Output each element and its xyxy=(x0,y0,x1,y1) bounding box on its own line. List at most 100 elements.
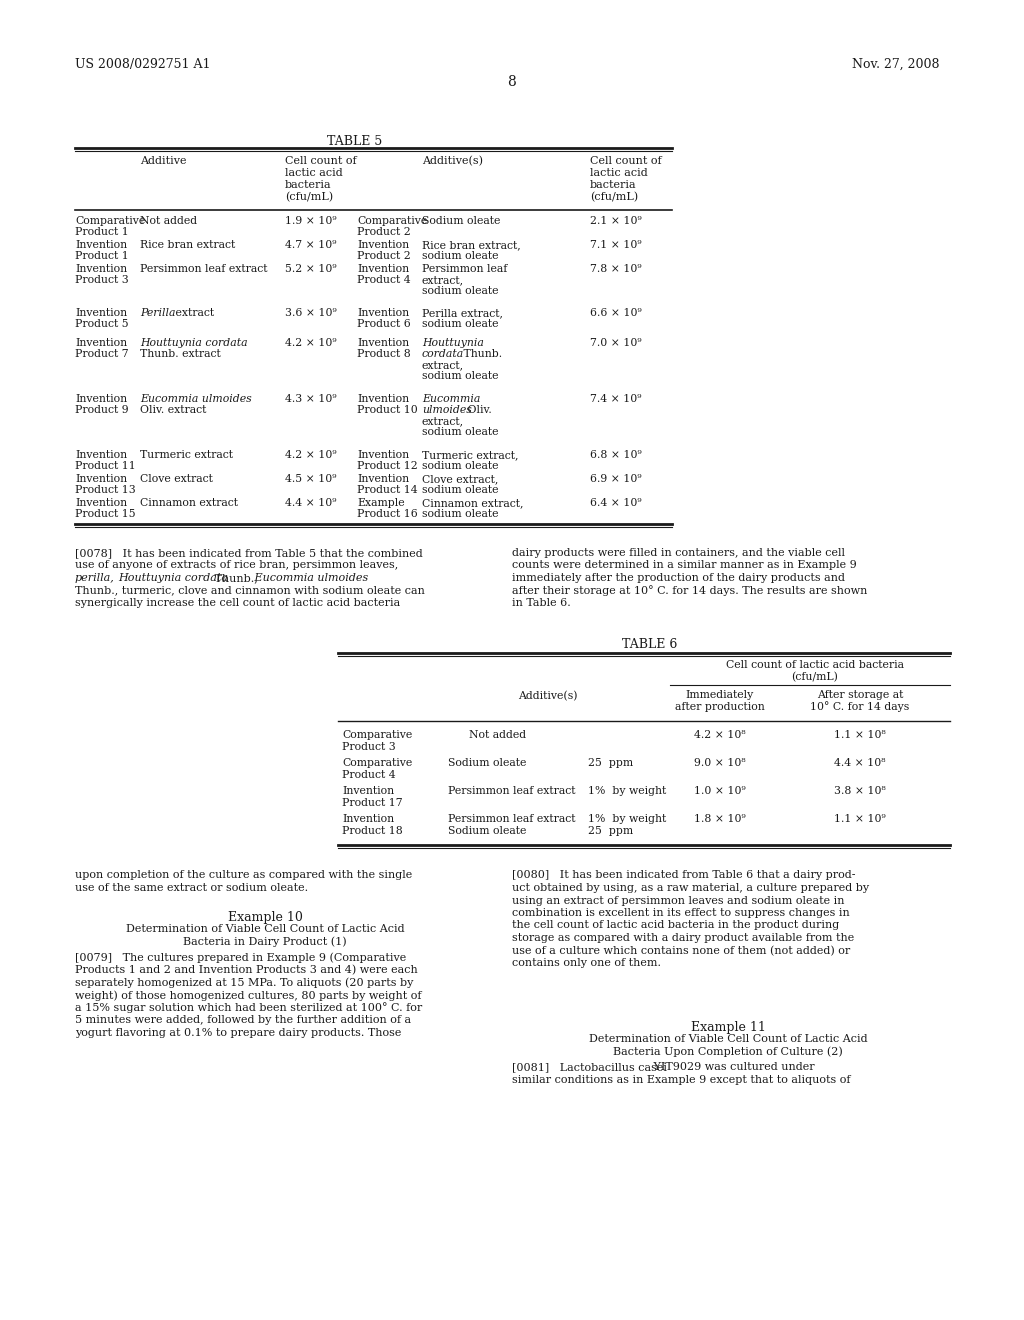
Text: sodium oleate: sodium oleate xyxy=(422,371,499,381)
Text: Oliv. extract: Oliv. extract xyxy=(140,405,207,414)
Text: Invention: Invention xyxy=(75,450,127,459)
Text: after their storage at 10° C. for 14 days. The results are shown: after their storage at 10° C. for 14 day… xyxy=(512,586,867,597)
Text: Clove extract: Clove extract xyxy=(140,474,213,484)
Text: similar conditions as in Example 9 except that to aliquots of: similar conditions as in Example 9 excep… xyxy=(512,1074,851,1085)
Text: Sodium oleate: Sodium oleate xyxy=(449,759,526,768)
Text: Persimmon leaf extract: Persimmon leaf extract xyxy=(449,814,575,825)
Text: ulmoides: ulmoides xyxy=(422,405,472,414)
Text: (cfu/mL): (cfu/mL) xyxy=(590,191,638,202)
Text: 7.0 × 10⁹: 7.0 × 10⁹ xyxy=(590,338,642,348)
Text: Product 15: Product 15 xyxy=(75,510,135,519)
Text: 6.9 × 10⁹: 6.9 × 10⁹ xyxy=(590,474,642,484)
Text: synergically increase the cell count of lactic acid bacteria: synergically increase the cell count of … xyxy=(75,598,400,609)
Text: Invention: Invention xyxy=(357,308,410,318)
Text: upon completion of the culture as compared with the single: upon completion of the culture as compar… xyxy=(75,870,413,880)
Text: Persimmon leaf extract: Persimmon leaf extract xyxy=(449,787,575,796)
Text: Product 9: Product 9 xyxy=(75,405,129,414)
Text: Eucommia ulmoides: Eucommia ulmoides xyxy=(140,393,252,404)
Text: bacteria: bacteria xyxy=(285,180,332,190)
Text: Determination of Viable Cell Count of Lactic Acid: Determination of Viable Cell Count of La… xyxy=(126,924,404,935)
Text: 6.4 × 10⁹: 6.4 × 10⁹ xyxy=(590,498,642,508)
Text: 1.1 × 10⁹: 1.1 × 10⁹ xyxy=(835,814,886,825)
Text: Product 3: Product 3 xyxy=(342,742,395,752)
Text: sodium oleate: sodium oleate xyxy=(422,484,499,495)
Text: Product 17: Product 17 xyxy=(342,799,402,808)
Text: Example 10: Example 10 xyxy=(227,911,302,924)
Text: lactic acid: lactic acid xyxy=(590,168,648,178)
Text: 1%  by weight: 1% by weight xyxy=(588,787,667,796)
Text: Additive(s): Additive(s) xyxy=(422,156,483,166)
Text: Eucommia: Eucommia xyxy=(422,393,480,404)
Text: Sodium oleate: Sodium oleate xyxy=(449,826,526,837)
Text: 1.1 × 10⁸: 1.1 × 10⁸ xyxy=(835,730,886,741)
Text: 1.0 × 10⁹: 1.0 × 10⁹ xyxy=(694,787,745,796)
Text: Clove extract,: Clove extract, xyxy=(422,474,499,484)
Text: (cfu/mL): (cfu/mL) xyxy=(792,672,839,682)
Text: 4.4 × 10⁸: 4.4 × 10⁸ xyxy=(835,759,886,768)
Text: 1%  by weight: 1% by weight xyxy=(588,814,667,825)
Text: 25  ppm: 25 ppm xyxy=(588,826,633,837)
Text: sodium oleate: sodium oleate xyxy=(422,319,499,329)
Text: Invention: Invention xyxy=(357,474,410,484)
Text: uct obtained by using, as a raw material, a culture prepared by: uct obtained by using, as a raw material… xyxy=(512,883,869,894)
Text: Product 3: Product 3 xyxy=(75,275,129,285)
Text: 5.2 × 10⁹: 5.2 × 10⁹ xyxy=(285,264,337,275)
Text: Houttuynia: Houttuynia xyxy=(422,338,484,348)
Text: Invention: Invention xyxy=(357,240,410,249)
Text: Oliv.: Oliv. xyxy=(464,405,492,414)
Text: extract,: extract, xyxy=(422,416,464,426)
Text: Invention: Invention xyxy=(75,308,127,318)
Text: 7.4 × 10⁹: 7.4 × 10⁹ xyxy=(590,393,641,404)
Text: Rice bran extract: Rice bran extract xyxy=(140,240,236,249)
Text: Product 4: Product 4 xyxy=(342,771,395,780)
Text: sodium oleate: sodium oleate xyxy=(422,461,499,471)
Text: [0079]   The cultures prepared in Example 9 (Comparative: [0079] The cultures prepared in Example … xyxy=(75,953,407,964)
Text: counts were determined in a similar manner as in Example 9: counts were determined in a similar mann… xyxy=(512,561,857,570)
Text: Product 1: Product 1 xyxy=(75,251,129,261)
Text: Cell count of: Cell count of xyxy=(285,156,356,166)
Text: (cfu/mL): (cfu/mL) xyxy=(285,191,333,202)
Text: Sodium oleate: Sodium oleate xyxy=(422,216,501,226)
Text: use of the same extract or sodium oleate.: use of the same extract or sodium oleate… xyxy=(75,883,308,894)
Text: Not added: Not added xyxy=(140,216,198,226)
Text: Comparative: Comparative xyxy=(342,759,413,768)
Text: Comparative: Comparative xyxy=(75,216,145,226)
Text: 6.8 × 10⁹: 6.8 × 10⁹ xyxy=(590,450,642,459)
Text: sodium oleate: sodium oleate xyxy=(422,510,499,519)
Text: 2.1 × 10⁹: 2.1 × 10⁹ xyxy=(590,216,642,226)
Text: 6.6 × 10⁹: 6.6 × 10⁹ xyxy=(590,308,642,318)
Text: Invention: Invention xyxy=(357,450,410,459)
Text: 4.2 × 10⁹: 4.2 × 10⁹ xyxy=(285,450,337,459)
Text: Product 2: Product 2 xyxy=(357,251,411,261)
Text: Houttuynia cordata: Houttuynia cordata xyxy=(118,573,228,583)
Text: Cell count of: Cell count of xyxy=(590,156,662,166)
Text: Houttuynia cordata: Houttuynia cordata xyxy=(140,338,248,348)
Text: Example: Example xyxy=(357,498,404,508)
Text: Persimmon leaf: Persimmon leaf xyxy=(422,264,507,275)
Text: Invention: Invention xyxy=(75,240,127,249)
Text: use of anyone of extracts of rice bran, persimmon leaves,: use of anyone of extracts of rice bran, … xyxy=(75,561,398,570)
Text: using an extract of persimmon leaves and sodium oleate in: using an extract of persimmon leaves and… xyxy=(512,895,845,906)
Text: a 15% sugar solution which had been sterilized at 100° C. for: a 15% sugar solution which had been ster… xyxy=(75,1002,422,1014)
Text: Thunb.: Thunb. xyxy=(460,348,502,359)
Text: 10° C. for 14 days: 10° C. for 14 days xyxy=(810,701,909,713)
Text: Products 1 and 2 and Invention Products 3 and 4) were each: Products 1 and 2 and Invention Products … xyxy=(75,965,418,975)
Text: Persimmon leaf extract: Persimmon leaf extract xyxy=(140,264,267,275)
Text: Product 1: Product 1 xyxy=(75,227,129,238)
Text: Additive(s): Additive(s) xyxy=(518,690,578,701)
Text: Cinnamon extract: Cinnamon extract xyxy=(140,498,238,508)
Text: 7.8 × 10⁹: 7.8 × 10⁹ xyxy=(590,264,642,275)
Text: Perilla: Perilla xyxy=(140,308,175,318)
Text: perilla,: perilla, xyxy=(75,573,115,583)
Text: Bacteria Upon Completion of Culture (2): Bacteria Upon Completion of Culture (2) xyxy=(613,1047,843,1057)
Text: Product 2: Product 2 xyxy=(357,227,411,238)
Text: [0080]   It has been indicated from Table 6 that a dairy prod-: [0080] It has been indicated from Table … xyxy=(512,870,855,880)
Text: sodium oleate: sodium oleate xyxy=(422,251,499,261)
Text: Invention: Invention xyxy=(342,814,394,825)
Text: TABLE 6: TABLE 6 xyxy=(623,639,678,652)
Text: use of a culture which contains none of them (not added) or: use of a culture which contains none of … xyxy=(512,945,850,956)
Text: 1.9 × 10⁹: 1.9 × 10⁹ xyxy=(285,216,337,226)
Text: Thunb.,: Thunb., xyxy=(211,573,258,583)
Text: in Table 6.: in Table 6. xyxy=(512,598,570,609)
Text: 9.0 × 10⁸: 9.0 × 10⁸ xyxy=(694,759,745,768)
